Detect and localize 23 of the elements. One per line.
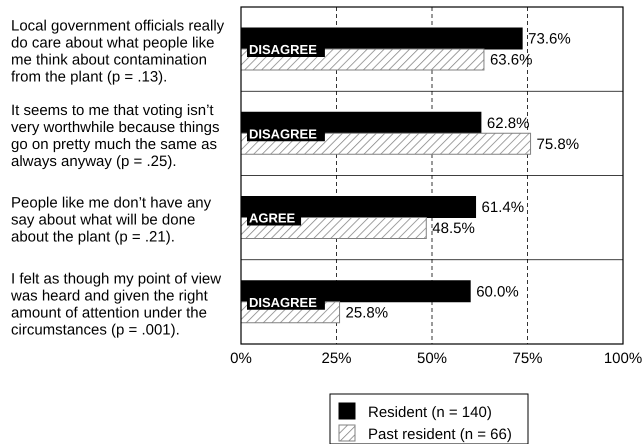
data-label: 62.8%: [486, 114, 530, 132]
data-label: 48.5%: [432, 220, 475, 237]
annotation: DISAGREE: [249, 42, 318, 57]
data-label: 75.8%: [536, 136, 580, 153]
x-tick-label: 0%: [230, 350, 252, 367]
annotation: AGREE: [249, 210, 296, 226]
data-label: 61.4%: [482, 199, 524, 216]
legend-label: Resident (n = 140): [368, 404, 492, 421]
data-label: 60.0%: [476, 283, 519, 300]
y-tick-label: I felt as though my point of view was heard and given the right amount of attention under the circumstances (p = .001).: [10, 270, 222, 338]
data-label: 63.6%: [490, 52, 532, 68]
y-tick-label: People like me don’t have any say about what will be done about the plant (p = .21).: [11, 194, 212, 246]
x-tick-label: 75%: [512, 350, 543, 367]
y-tick-label: Local government officials really do care about what people like me think about contamination from the plant (p = .13).: [11, 18, 225, 86]
data-label: 73.6%: [528, 30, 571, 48]
x-tick-label: 25%: [321, 350, 352, 367]
x-tick-label: 50%: [416, 350, 448, 367]
y-tick-label: It seems to me that voting isn’t very worthwhile because things go on pretty much the same as always anyway (p = .25).: [11, 102, 220, 170]
legend-label: Past resident (n = 66): [368, 426, 512, 443]
x-tick-label: 100%: [604, 350, 642, 367]
data-label: 25.8%: [346, 304, 388, 322]
annotation: DISAGREE: [249, 294, 318, 310]
annotation: DISAGREE: [249, 126, 318, 142]
